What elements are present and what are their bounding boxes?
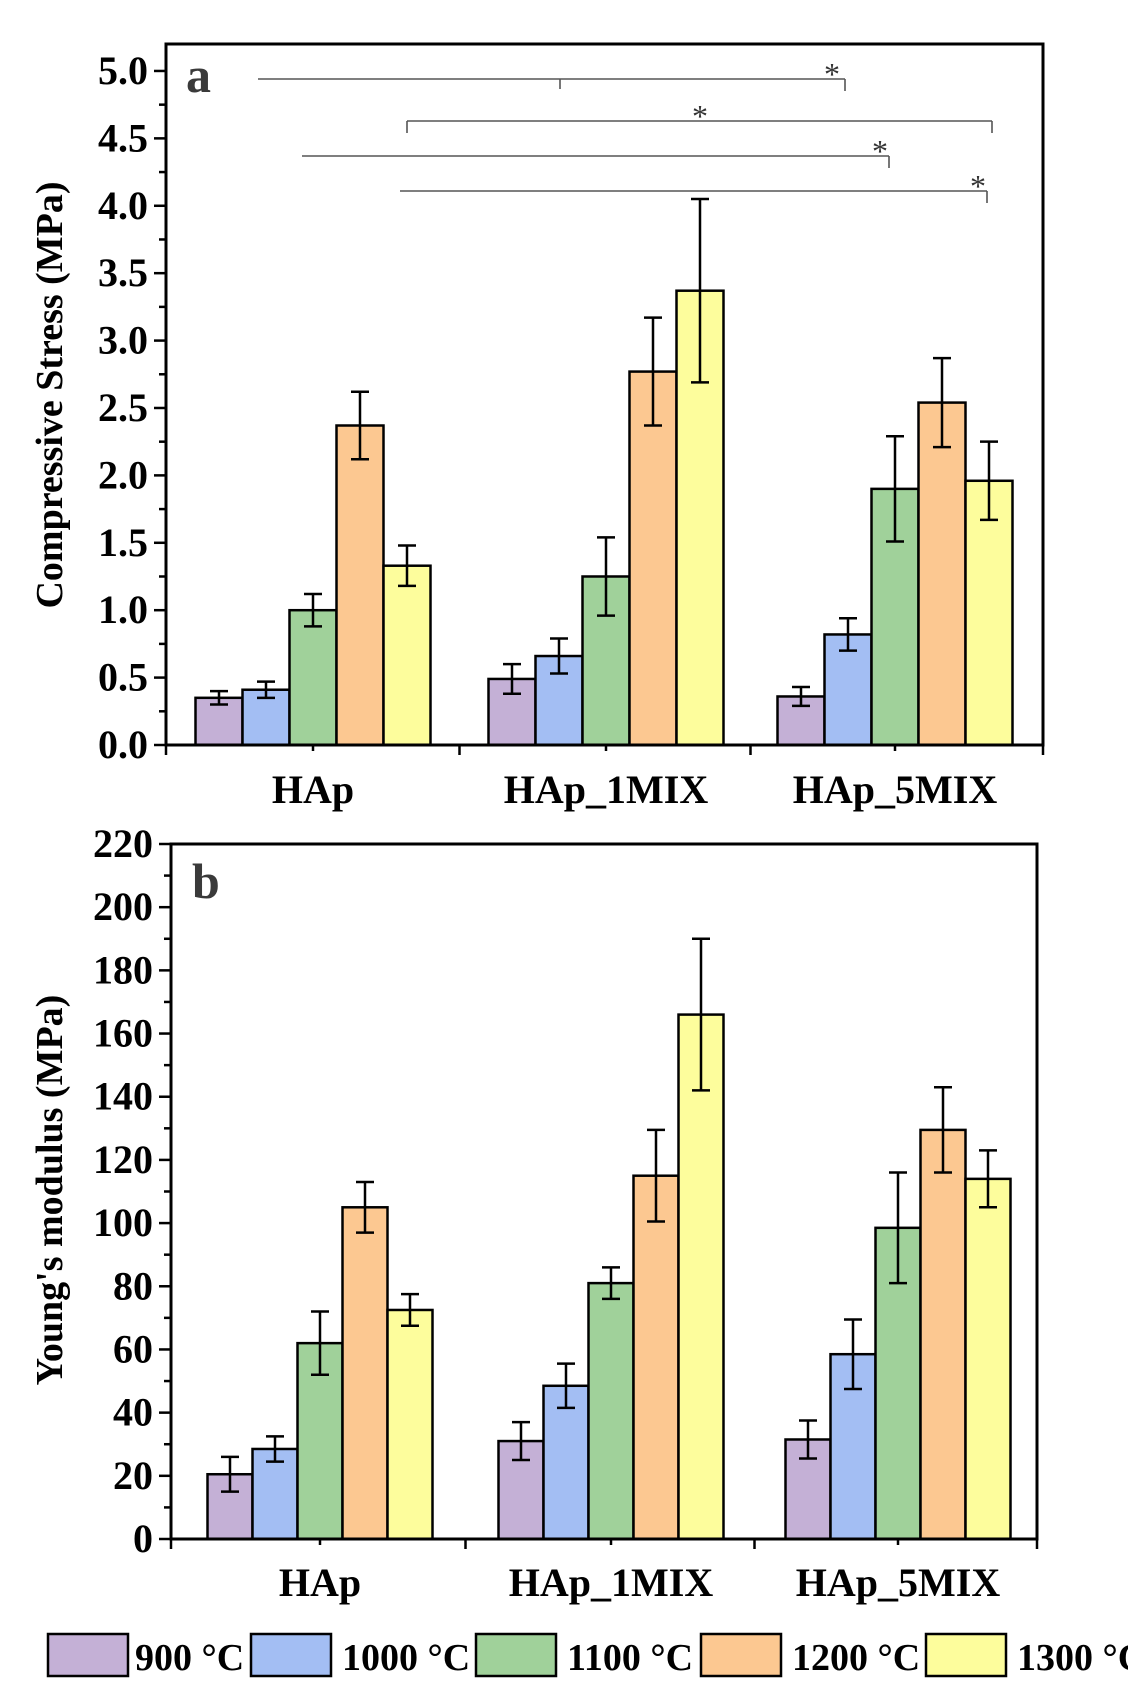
y-tick-label: 5.0 <box>98 48 148 93</box>
x-category-label: HAp_5MIX <box>796 1560 1001 1605</box>
legend-label-2: 1100 °C <box>567 1637 693 1679</box>
y-tick-label: 160 <box>93 1011 153 1056</box>
legend: 900 °C 1000 °C 1100 °C 1200 °C 1300 °C <box>46 1632 1128 1679</box>
y-tick-label: 140 <box>93 1074 153 1119</box>
bar-0-4 <box>382 564 432 747</box>
bar-1-4 <box>677 1013 725 1541</box>
bar-1-3 <box>632 1174 680 1541</box>
y-axis-title: Compressive Stress (MPa) <box>29 181 71 608</box>
y-tick-label: 2.5 <box>98 385 148 430</box>
bar-1-2 <box>587 1281 635 1541</box>
x-category-label: HAp_1MIX <box>504 767 709 812</box>
bar-2-3 <box>917 401 967 747</box>
significance-star: * <box>872 133 888 169</box>
bar-2-4 <box>964 479 1014 747</box>
significance-star: * <box>824 56 840 92</box>
legend-label-0: 900 °C <box>135 1637 244 1679</box>
y-tick-label: 40 <box>113 1390 153 1435</box>
panel-a-compressive-stress: 0.0 0.5 1.0 1.5 2.0 2.5 3.0 3.5 4.0 4.5 5.0 HAp HAp_… <box>29 42 1045 812</box>
bar-0-2 <box>288 608 338 747</box>
significance-star: * <box>970 168 986 204</box>
bar-0-4 <box>386 1308 434 1541</box>
legend-label-1: 1000 °C <box>342 1637 470 1679</box>
legend-swatch-0 <box>46 1632 130 1678</box>
legend-swatch-1 <box>249 1632 333 1678</box>
legend-label-3: 1200 °C <box>792 1637 920 1679</box>
y-tick-label: 3.0 <box>98 318 148 363</box>
bar-2-3 <box>919 1128 967 1541</box>
y-tick-label: 20 <box>113 1453 153 1498</box>
panel-b-youngs-modulus: 0 20 40 60 80 100 120 140 160 180 200 220 HAp HAp_1MI… <box>29 821 1039 1605</box>
panel-letter: b <box>192 853 220 909</box>
y-tick-label: 1.5 <box>98 520 148 565</box>
panel-letter: a <box>186 47 211 103</box>
y-tick-label: 2.0 <box>98 452 148 497</box>
y-tick-label: 4.5 <box>98 115 148 160</box>
axes-frame <box>164 42 1045 747</box>
y-axis-title: Young's modulus (MPa) <box>29 995 71 1386</box>
significance-star: * <box>692 98 708 134</box>
x-category-label: HAp_1MIX <box>509 1560 714 1605</box>
y-tick-label: 220 <box>93 821 153 866</box>
y-tick-label: 4.0 <box>98 183 148 228</box>
y-tick-label: 120 <box>93 1137 153 1182</box>
bar-0-3 <box>335 424 385 747</box>
y-tick-label: 0 <box>133 1516 153 1561</box>
x-category-label: HAp <box>272 767 354 812</box>
y-tick-label: 100 <box>93 1200 153 1245</box>
legend-swatch-3 <box>699 1632 783 1678</box>
y-tick-label: 0.0 <box>98 722 148 767</box>
y-tick-label: 1.0 <box>98 587 148 632</box>
bar-1-3 <box>628 370 678 747</box>
bar-0-3 <box>341 1206 389 1541</box>
y-tick-label: 60 <box>113 1326 153 1371</box>
y-tick-label: 180 <box>93 947 153 992</box>
y-tick-label: 200 <box>93 884 153 929</box>
legend-swatch-2 <box>474 1632 558 1678</box>
x-category-label: HAp_5MIX <box>793 767 998 812</box>
legend-label-4: 1300 °C <box>1017 1637 1128 1679</box>
y-tick-label: 3.5 <box>98 250 148 295</box>
y-tick-label: 0.5 <box>98 655 148 700</box>
bar-2-4 <box>964 1177 1012 1541</box>
y-tick-label: 80 <box>113 1263 153 1308</box>
legend-swatch-4 <box>924 1632 1008 1678</box>
x-category-label: HAp <box>279 1560 361 1605</box>
